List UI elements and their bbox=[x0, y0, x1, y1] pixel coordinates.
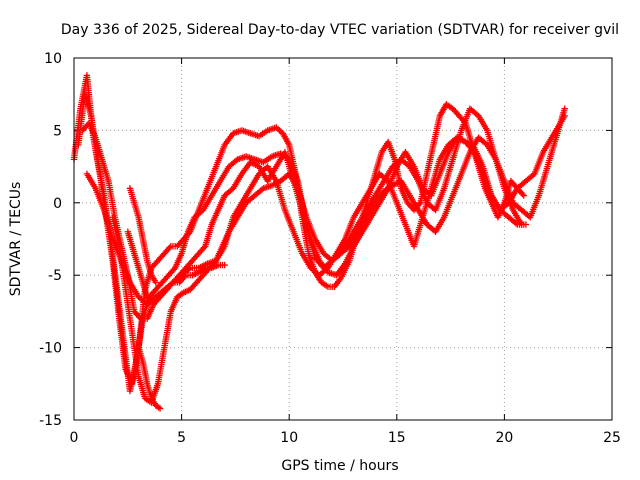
data-points bbox=[70, 72, 568, 412]
series-track-4 bbox=[83, 112, 568, 308]
series-track-7 bbox=[126, 185, 159, 286]
data-point bbox=[522, 221, 530, 228]
data-point bbox=[170, 266, 178, 273]
grid bbox=[74, 58, 612, 420]
chart-title: Day 336 of 2025, Sidereal Day-to-day VTE… bbox=[61, 22, 619, 38]
data-point bbox=[520, 192, 527, 199]
data-point bbox=[136, 313, 143, 321]
data-point bbox=[512, 220, 520, 227]
x-tick-label: 5 bbox=[177, 430, 186, 446]
data-point bbox=[156, 405, 164, 412]
data-point bbox=[519, 190, 526, 198]
data-point bbox=[166, 244, 173, 251]
series-track-8 bbox=[135, 344, 164, 412]
data-point bbox=[168, 280, 175, 288]
y-axis-label: SDTVAR / TECUs bbox=[8, 182, 24, 297]
y-tick-label: 10 bbox=[44, 51, 62, 67]
x-tick-label: 20 bbox=[495, 430, 513, 446]
y-tick-label: -10 bbox=[39, 341, 62, 357]
plot-frame bbox=[73, 57, 613, 421]
x-tick-label: 15 bbox=[388, 430, 406, 446]
data-point bbox=[561, 105, 568, 112]
data-point bbox=[152, 279, 159, 286]
x-tick-label: 25 bbox=[603, 430, 621, 446]
x-tick-label: 0 bbox=[70, 430, 79, 446]
y-tick-label: 5 bbox=[53, 123, 62, 139]
data-point bbox=[181, 273, 188, 280]
data-point bbox=[221, 261, 228, 269]
data-point bbox=[185, 265, 192, 273]
series-track-5 bbox=[109, 105, 568, 406]
x-axis-label: GPS time / hours bbox=[281, 458, 398, 474]
y-tick-label: 0 bbox=[53, 196, 62, 212]
data-point bbox=[200, 244, 208, 251]
x-tick-label: 10 bbox=[280, 430, 298, 446]
y-tick-label: -5 bbox=[48, 268, 62, 284]
series-track-6 bbox=[124, 228, 228, 308]
y-tick-label: -15 bbox=[39, 413, 62, 429]
data-point bbox=[155, 404, 162, 411]
